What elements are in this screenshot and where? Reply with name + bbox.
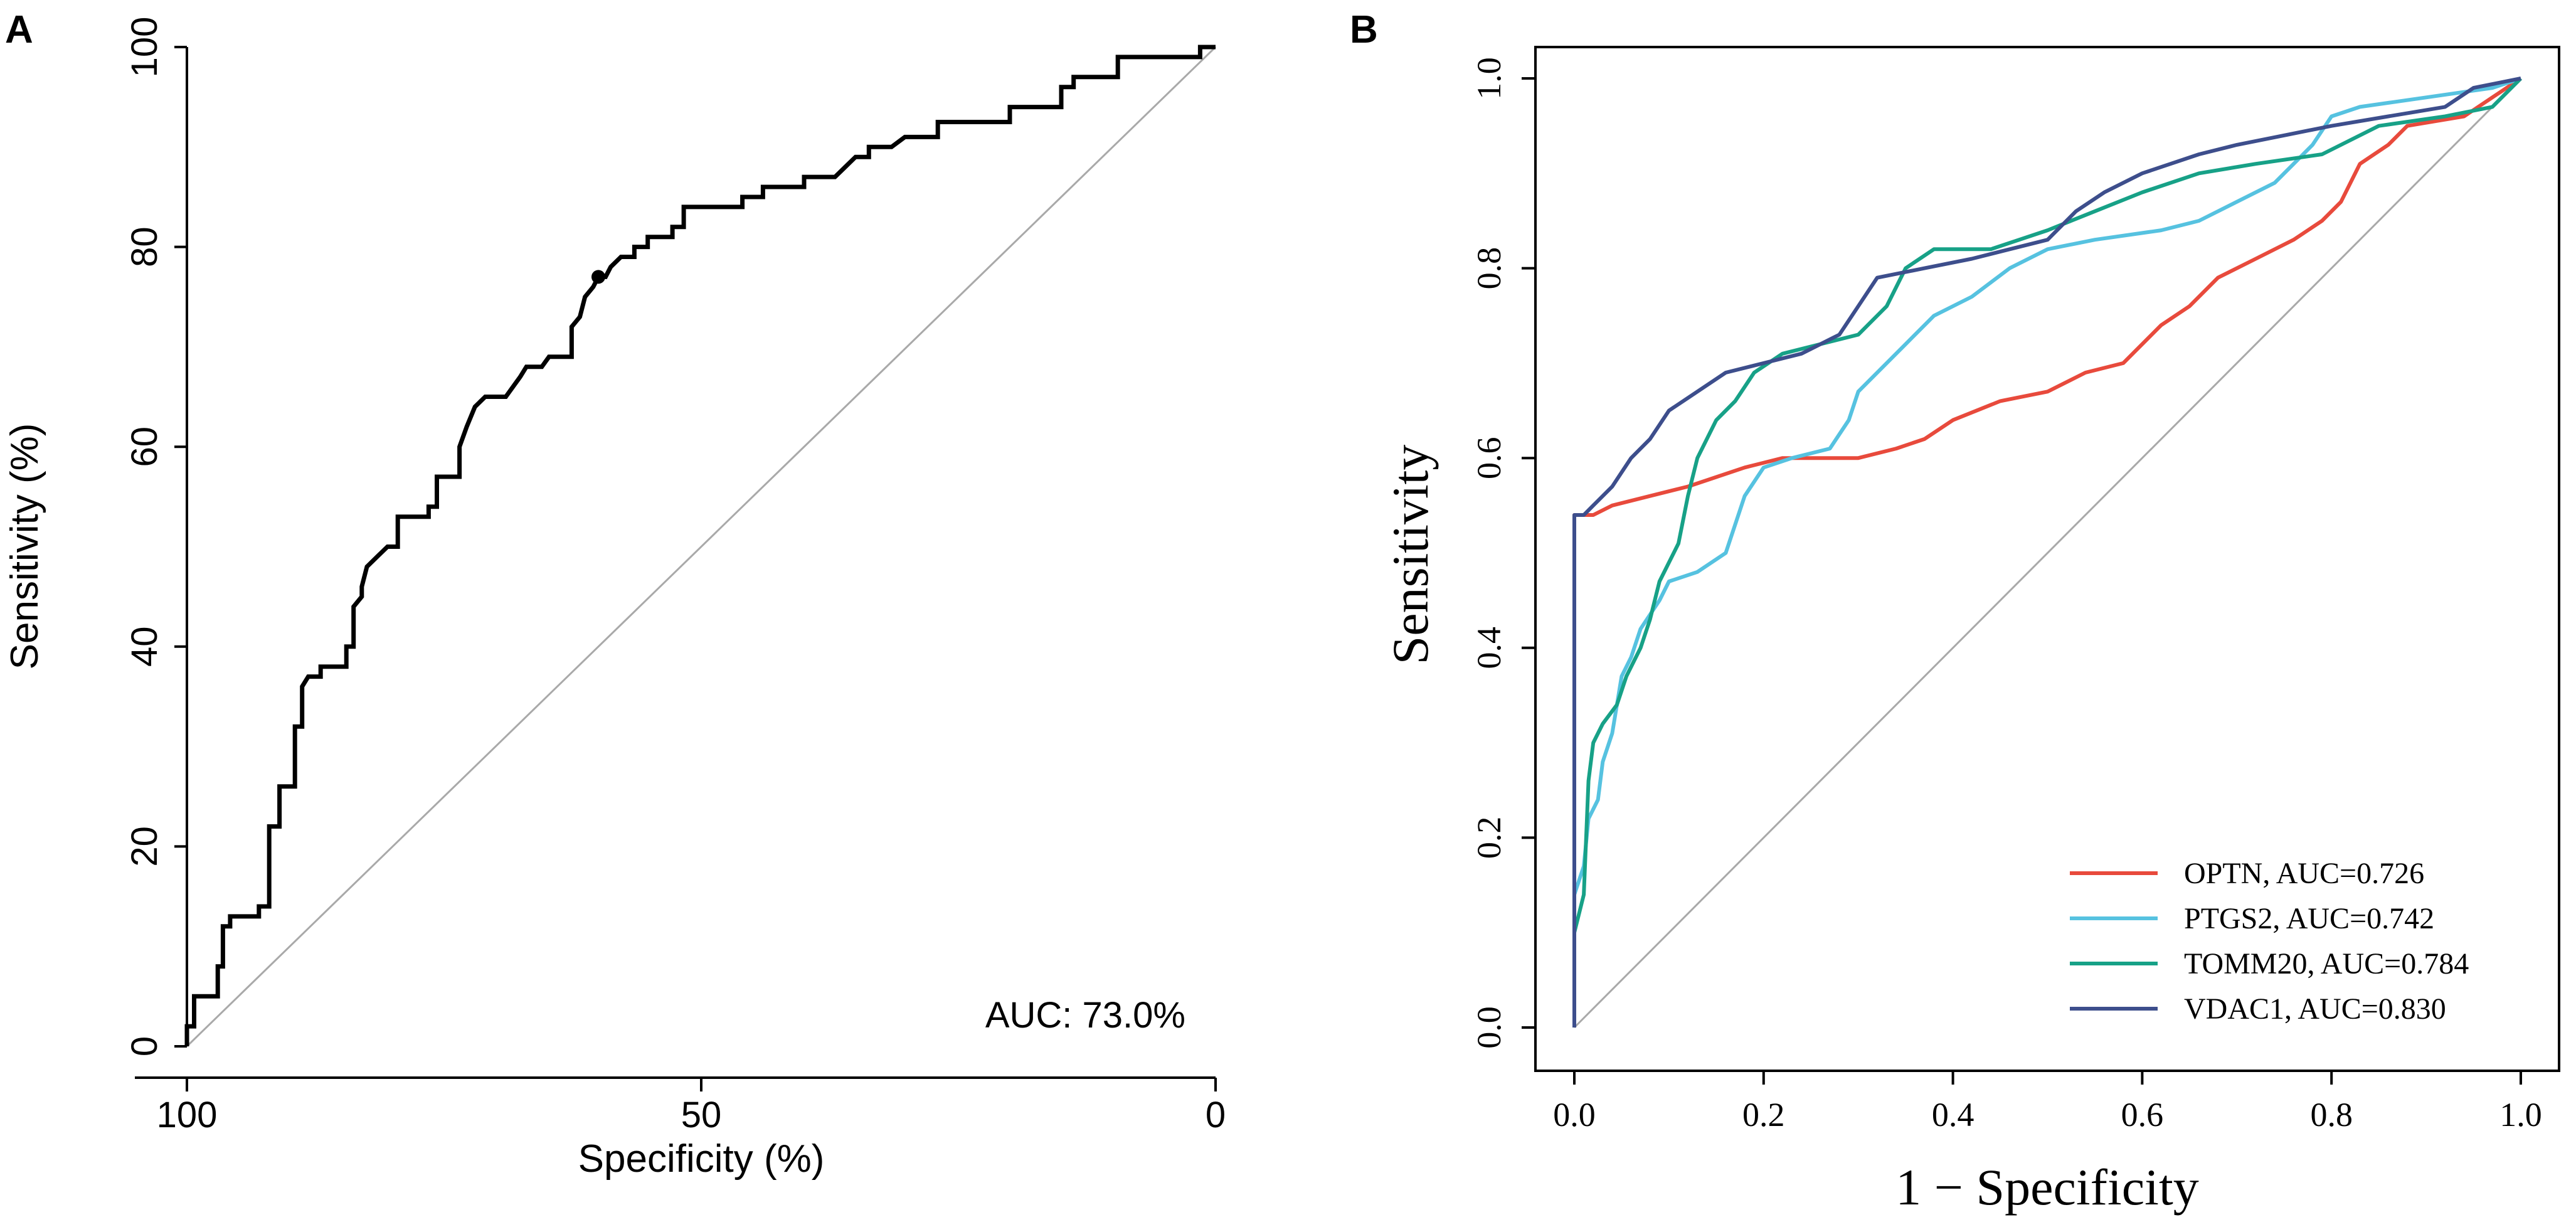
- panel-a-x-ticks: 100 50 0: [157, 1078, 1226, 1135]
- panel-a-y-tick-label: 60: [124, 427, 165, 467]
- panel-b-x-tick-label: 0.8: [2310, 1096, 2353, 1134]
- panel-a-y-ticks: 0 20 40 60 80 100: [124, 17, 187, 1056]
- panel-b-x-ticks: 0.0 0.2 0.4 0.6 0.8 1.0: [1553, 1071, 2542, 1134]
- panel-a-y-tick-label: 0: [124, 1036, 165, 1056]
- panel-b-plot-frame: [1534, 46, 2560, 1072]
- panel-a-x-axis-label: Specificity (%): [578, 1137, 825, 1181]
- panel-b-series-line-0: [1572, 77, 2522, 1028]
- panel-b-series-line-3: [1572, 77, 2521, 1028]
- panel-a-y-tick-label: 40: [124, 627, 165, 667]
- legend-label-2: TOMM20, AUC=0.784: [2184, 947, 2469, 980]
- panel-b-x-tick-label: 1.0: [2499, 1096, 2542, 1134]
- panel-a-x-tick-label: 0: [1206, 1095, 1226, 1135]
- panel-b-y-ticks: 0.0 0.2 0.4 0.6 0.8 1.0: [1470, 57, 1535, 1049]
- panel-a-y-tick-label: 20: [124, 826, 165, 867]
- panel-b-y-tick-label: 0.4: [1470, 627, 1508, 669]
- panel-b-y-tick-label: 0.8: [1470, 247, 1508, 290]
- panel-b-y-tick-label: 0.2: [1470, 817, 1508, 859]
- panel-b-x-tick-label: 0.0: [1553, 1096, 1596, 1134]
- panel-b-x-tick-label: 0.6: [2121, 1096, 2164, 1134]
- panel-b-y-tick-label: 0.0: [1470, 1006, 1508, 1049]
- panel-b-y-axis-label: Sensitivity: [1382, 445, 1439, 665]
- panel-b-legend: OPTN, AUC=0.726 PTGS2, AUC=0.742 TOMM20, A…: [2070, 857, 2469, 1026]
- panel-b-letter: B: [1350, 8, 1378, 51]
- panel-b-y-tick-label: 0.6: [1470, 437, 1508, 479]
- panel-a-y-axis-label: Sensitivity (%): [3, 423, 46, 670]
- legend-label-0: OPTN, AUC=0.726: [2184, 857, 2424, 890]
- panel-b-roc-chart: B 0.00.20.40.60.81.0 0.0 0.2 0.4 0.6 0.8 1.0 …: [1350, 8, 2560, 1216]
- panel-b-y-tick-label: 1.0: [1470, 57, 1508, 100]
- panel-b-x-tick-label: 0.2: [1742, 1096, 1785, 1134]
- panel-a-roc-chart: A 0 20 40 60 80 100 100 50 0 AUC: 73.0% Specifi…: [3, 8, 1226, 1181]
- panel-a-roc-curve: [184, 45, 1216, 1046]
- panel-a-letter: A: [5, 8, 33, 51]
- panel-b-diagonal: [1573, 77, 2522, 1029]
- panel-a-threshold-point: [591, 270, 605, 284]
- legend-label-3: VDAC1, AUC=0.830: [2184, 992, 2446, 1026]
- panel-a-x-tick-label: 100: [157, 1095, 218, 1135]
- panel-b-series-line-1: [1572, 77, 2521, 1028]
- panel-a-diagonal: [186, 46, 1217, 1048]
- panel-b-curves: [1572, 77, 2523, 1028]
- panel-a-y-tick-label: 80: [124, 226, 165, 267]
- panel-a-auc-label: AUC: 73.0%: [985, 995, 1185, 1036]
- panel-b-x-axis-label: 1 − Specificity: [1895, 1159, 2198, 1216]
- panel-a-x-tick-label: 50: [681, 1095, 722, 1135]
- panel-b-x-tick-label: 0.4: [1932, 1096, 1974, 1134]
- legend-label-1: PTGS2, AUC=0.742: [2184, 902, 2434, 935]
- panel-a-y-tick-label: 100: [124, 17, 165, 78]
